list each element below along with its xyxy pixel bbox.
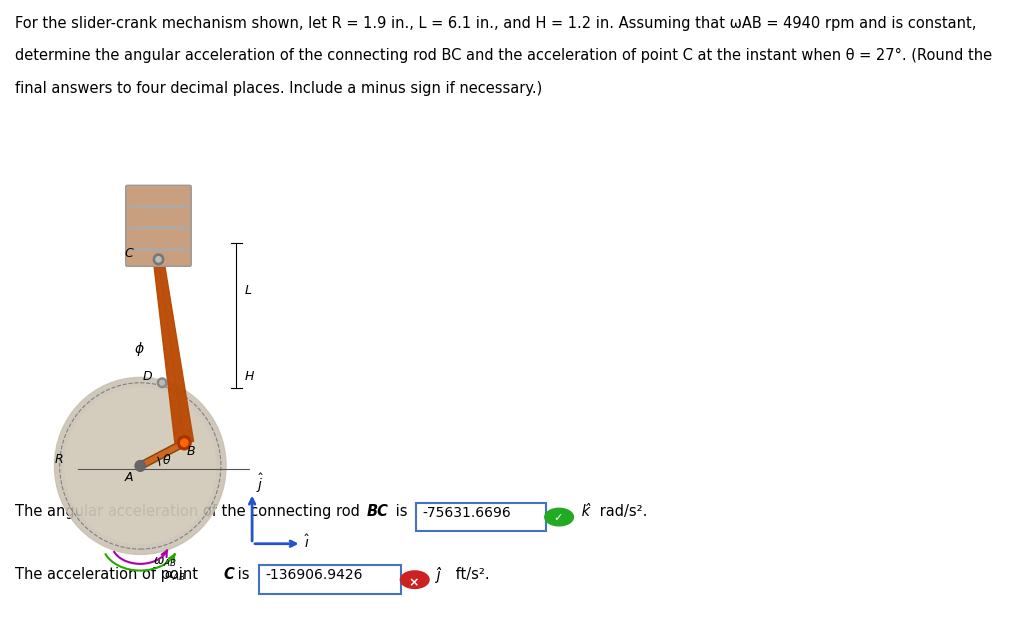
Text: BC: BC (367, 504, 388, 519)
Text: ✓: ✓ (553, 513, 563, 523)
Text: For the slider-crank mechanism shown, let R = 1.9 in., L = 6.1 in., and H = 1.2 : For the slider-crank mechanism shown, le… (15, 16, 977, 31)
Text: C: C (125, 247, 133, 260)
Circle shape (158, 378, 167, 387)
Text: L: L (245, 284, 251, 297)
Text: $\theta$: $\theta$ (162, 453, 172, 467)
FancyBboxPatch shape (126, 185, 191, 266)
Text: k̂: k̂ (577, 504, 590, 519)
Circle shape (160, 381, 165, 385)
Circle shape (400, 571, 429, 588)
Text: rad/s².: rad/s². (595, 504, 647, 519)
Text: is: is (233, 567, 255, 582)
Text: ĵ: ĵ (432, 567, 441, 583)
Text: $\hat{\imath}$: $\hat{\imath}$ (304, 534, 310, 551)
Circle shape (156, 257, 161, 262)
Text: A: A (125, 471, 133, 484)
Text: The acceleration of point: The acceleration of point (15, 567, 203, 582)
Text: $\alpha_{AB}$: $\alpha_{AB}$ (164, 570, 185, 583)
Circle shape (545, 508, 573, 526)
FancyBboxPatch shape (259, 565, 401, 594)
Text: R: R (54, 453, 63, 466)
Text: B: B (187, 444, 196, 458)
Circle shape (154, 254, 164, 265)
Text: -136906.9426: -136906.9426 (265, 568, 362, 582)
Circle shape (180, 439, 188, 446)
Text: D: D (142, 370, 152, 383)
Text: ft/s².: ft/s². (451, 567, 489, 582)
Text: -75631.6696: -75631.6696 (422, 506, 511, 520)
Text: determine the angular acceleration of the connecting rod BC and the acceleration: determine the angular acceleration of th… (15, 48, 992, 63)
Text: $\phi$: $\phi$ (133, 341, 144, 358)
Text: is: is (391, 504, 413, 519)
Text: C: C (223, 567, 233, 582)
Circle shape (177, 436, 191, 449)
Text: $\omega_{AB}$: $\omega_{AB}$ (154, 556, 177, 569)
Circle shape (54, 377, 226, 555)
Polygon shape (154, 259, 194, 444)
Text: final answers to four decimal places. Include a minus sign if necessary.): final answers to four decimal places. In… (15, 81, 543, 96)
Text: H: H (245, 370, 254, 383)
Text: $\hat{j}$: $\hat{j}$ (256, 472, 264, 495)
Circle shape (135, 461, 145, 471)
Circle shape (65, 388, 216, 544)
FancyBboxPatch shape (416, 503, 546, 531)
Text: ×: × (409, 576, 419, 589)
Text: The angular acceleration of the connecting rod: The angular acceleration of the connecti… (15, 504, 365, 519)
